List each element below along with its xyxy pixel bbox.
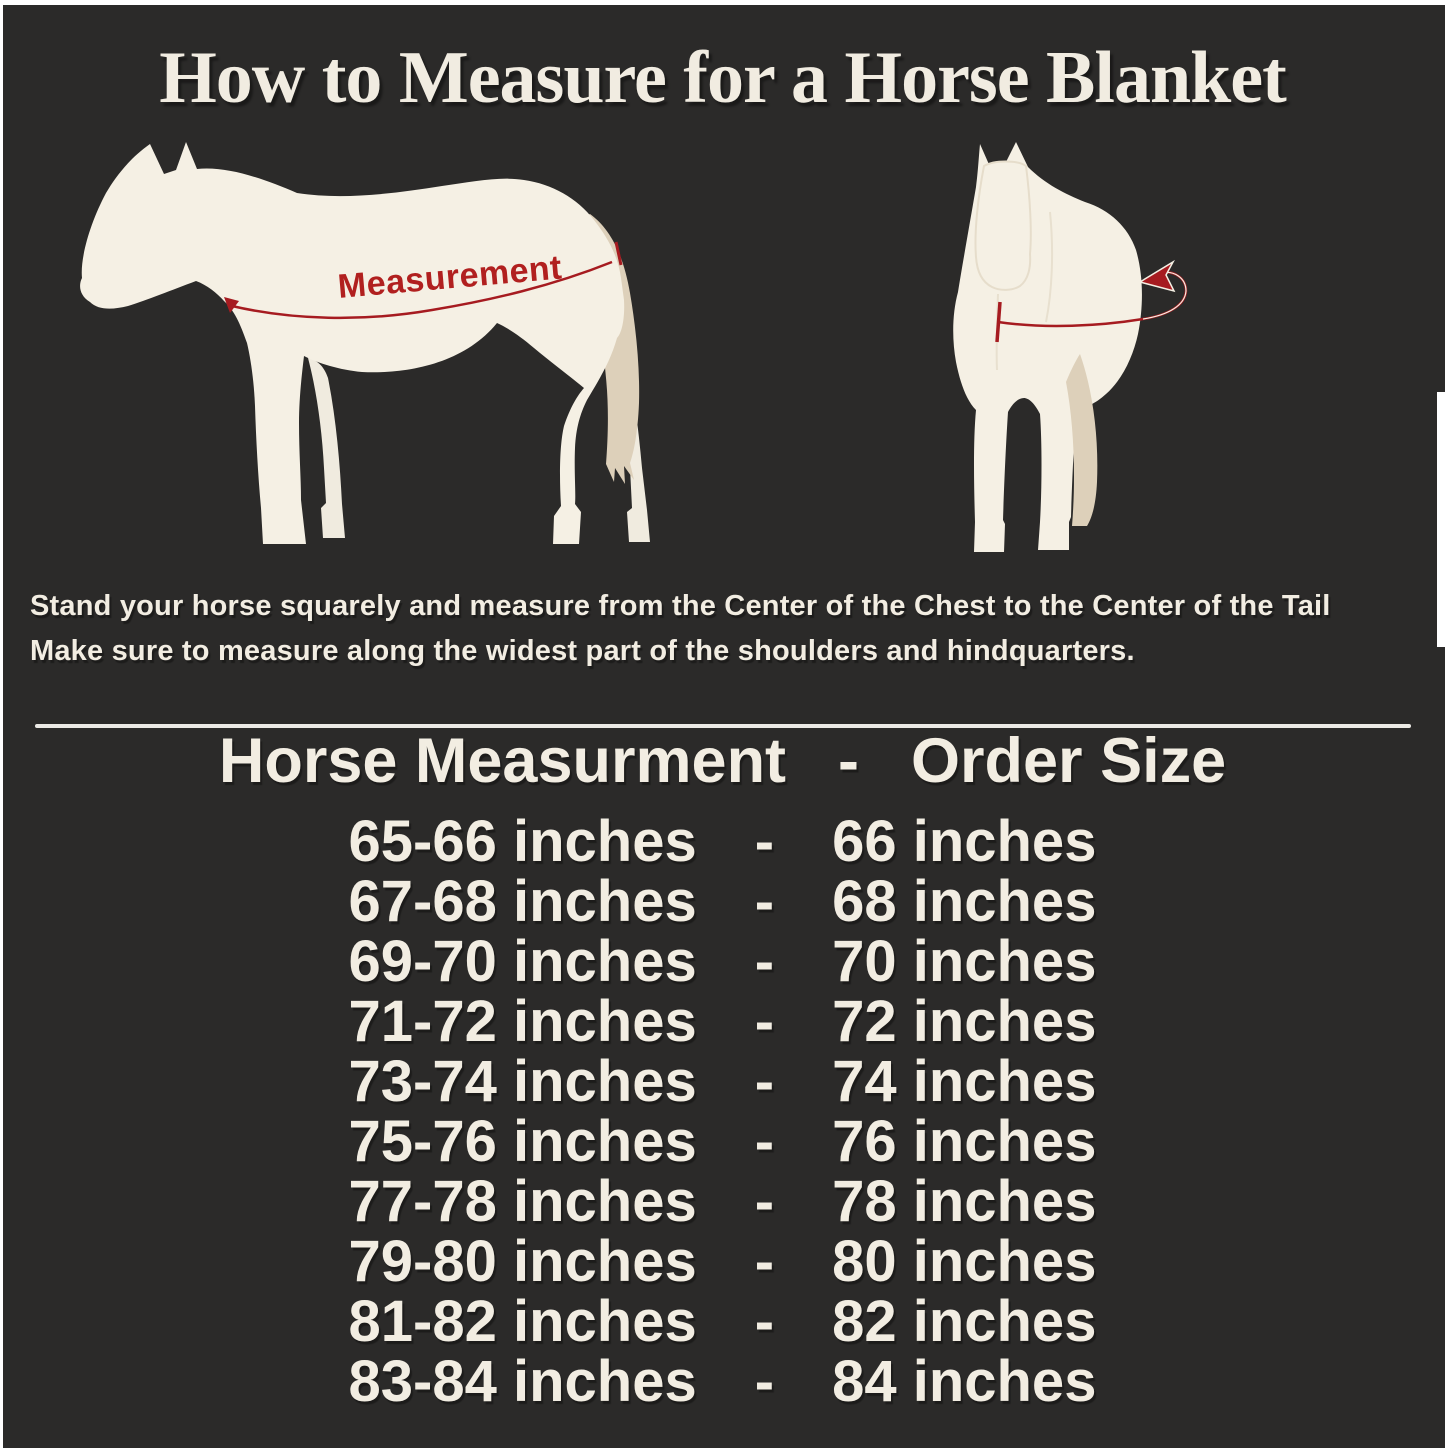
left-frame-strip — [0, 0, 3, 1454]
table-row: 73-74 inches - 74 inches — [0, 1052, 1445, 1112]
front-view-horse-illustration — [953, 142, 1188, 552]
row-measurement: 75-76 inches — [348, 1109, 697, 1174]
side-horse-far-front-leg — [308, 358, 345, 538]
row-separator: - — [754, 1289, 775, 1354]
size-table-header: Horse Measurment - Order Size — [0, 728, 1445, 794]
girth-arrowhead — [1138, 259, 1176, 293]
table-row: 75-76 inches - 76 inches — [0, 1112, 1445, 1172]
row-size: 78 inches — [832, 1169, 1097, 1234]
table-row: 83-84 inches - 84 inches — [0, 1352, 1445, 1412]
page-title: How to Measure for a Horse Blanket — [159, 37, 1287, 119]
row-size: 84 inches — [832, 1349, 1097, 1414]
size-table: 65-66 inches - 66 inches 67-68 inches - … — [0, 812, 1445, 1412]
table-row: 81-82 inches - 82 inches — [0, 1292, 1445, 1352]
bottom-frame-strip — [0, 1448, 1445, 1454]
measurement-curve — [231, 260, 613, 320]
row-size: 82 inches — [832, 1289, 1097, 1354]
header-measurement-label: Horse Measurment — [218, 726, 787, 796]
front-horse-hind-leg — [1066, 354, 1098, 526]
row-separator: - — [754, 1049, 775, 1114]
row-measurement: 67-68 inches — [348, 869, 697, 934]
side-view-horse-illustration — [80, 142, 650, 544]
side-horse-body — [80, 142, 625, 544]
row-size: 76 inches — [832, 1109, 1097, 1174]
table-row: 77-78 inches - 78 inches — [0, 1172, 1445, 1232]
row-separator: - — [754, 989, 775, 1054]
row-size: 72 inches — [832, 989, 1097, 1054]
row-size: 68 inches — [832, 869, 1097, 934]
divider-line — [35, 724, 1411, 728]
measurement-curve-start-wedge — [224, 297, 239, 313]
table-row: 69-70 inches - 70 inches — [0, 932, 1445, 992]
header-size-label: Order Size — [911, 726, 1227, 796]
row-measurement: 73-74 inches — [348, 1049, 697, 1114]
measurement-tick — [614, 241, 623, 266]
row-measurement: 81-82 inches — [348, 1289, 697, 1354]
row-measurement: 71-72 inches — [348, 989, 697, 1054]
row-separator: - — [754, 929, 775, 994]
table-row: 79-80 inches - 80 inches — [0, 1232, 1445, 1292]
table-row: 65-66 inches - 66 inches — [0, 812, 1445, 872]
header-separator: - — [838, 726, 860, 796]
girth-line-highlight — [1142, 271, 1187, 320]
front-horse-shoulder-crease — [1045, 211, 1054, 323]
top-frame-strip — [0, 0, 1445, 5]
front-horse-head — [974, 160, 1032, 291]
row-separator: - — [754, 1169, 775, 1234]
row-size: 74 inches — [832, 1049, 1097, 1114]
row-separator: - — [754, 1349, 775, 1414]
instruction-line-1: Stand your horse squarely and measure fr… — [30, 590, 1331, 622]
row-measurement: 69-70 inches — [348, 929, 697, 994]
row-size: 66 inches — [832, 809, 1097, 874]
table-row: 67-68 inches - 68 inches — [0, 872, 1445, 932]
row-measurement: 83-84 inches — [348, 1349, 697, 1414]
instructions: Stand your horse squarely and measure fr… — [30, 584, 1430, 674]
row-measurement: 77-78 inches — [348, 1169, 697, 1234]
row-measurement: 79-80 inches — [348, 1229, 697, 1294]
row-separator: - — [754, 1109, 775, 1174]
right-frame-strip — [1437, 392, 1445, 647]
row-size: 70 inches — [832, 929, 1097, 994]
row-separator: - — [754, 809, 775, 874]
instruction-line-2: Make sure to measure along the widest pa… — [30, 635, 1135, 667]
row-separator: - — [754, 1229, 775, 1294]
row-separator: - — [754, 869, 775, 934]
row-size: 80 inches — [832, 1229, 1097, 1294]
row-measurement: 65-66 inches — [348, 809, 697, 874]
table-row: 71-72 inches - 72 inches — [0, 992, 1445, 1052]
